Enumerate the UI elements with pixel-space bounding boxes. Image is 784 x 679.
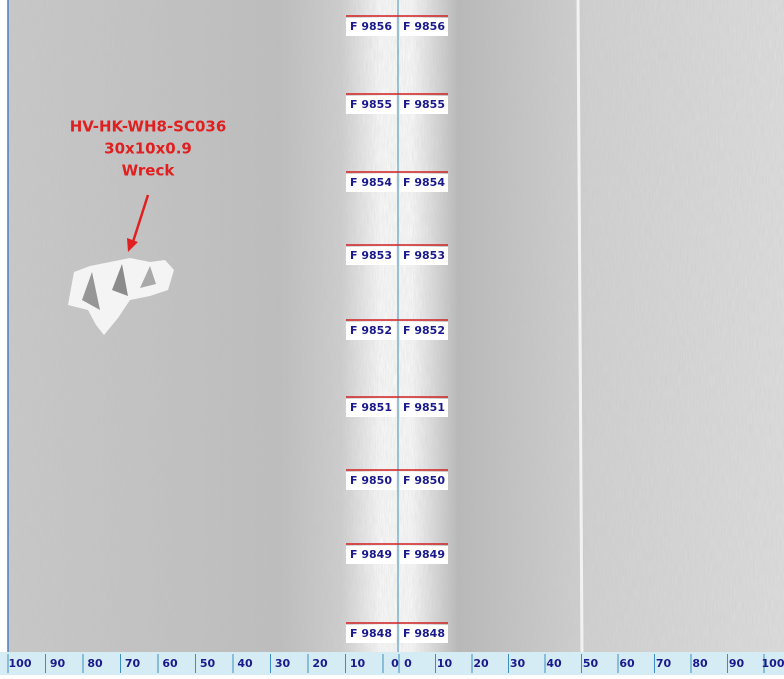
annotation-text: HV-HK-WH8-SC036 [70,118,227,136]
scale-label: 80 [692,657,708,670]
fix-label: F 9849 [350,548,392,561]
fix-label: F 9855 [403,98,445,111]
scale-label: 50 [200,657,216,670]
fix-label: F 9850 [403,474,445,487]
fix-label: F 9856 [403,20,445,33]
fix-label: F 9853 [403,249,445,262]
scale-label: 0 [404,657,412,670]
fix-label: F 9854 [403,176,445,189]
scale-label: 60 [162,657,178,670]
fix-label: F 9854 [350,176,392,189]
scale-label: 20 [312,657,328,670]
scale-label: 80 [87,657,103,670]
fix-label: F 9856 [350,20,392,33]
scale-label: 100 [9,657,32,670]
fix-label: F 9851 [403,401,445,414]
scale-label: 60 [619,657,635,670]
fix-label: F 9852 [403,324,445,337]
scale-label: 40 [237,657,253,670]
fix-label: F 9852 [350,324,392,337]
fix-label: F 9850 [350,474,392,487]
scale-label: 70 [125,657,141,670]
fix-label: F 9848 [350,627,392,640]
scale-label: 100 [762,657,784,670]
scale-label: 20 [473,657,489,670]
fix-label: F 9851 [350,401,392,414]
scale-label: 70 [656,657,672,670]
scale-label: 10 [350,657,366,670]
sonar-view: HV-HK-WH8-SC036 30x10x0.9 Wreck F 9856 F … [0,0,784,675]
scale-label: 30 [275,657,291,670]
scale-label: 90 [50,657,66,670]
annotation-text: 30x10x0.9 [104,140,192,158]
fix-label: F 9849 [403,548,445,561]
fix-label: F 9855 [350,98,392,111]
scale-label: 10 [437,657,453,670]
scale-label: 50 [583,657,599,670]
fix-label: F 9848 [403,627,445,640]
fix-label: F 9853 [350,249,392,262]
scale-label: 30 [510,657,526,670]
scale-label: 0 [391,657,399,670]
scale-label: 40 [546,657,562,670]
annotation-text: Wreck [122,162,176,180]
scale-label: 90 [729,657,745,670]
